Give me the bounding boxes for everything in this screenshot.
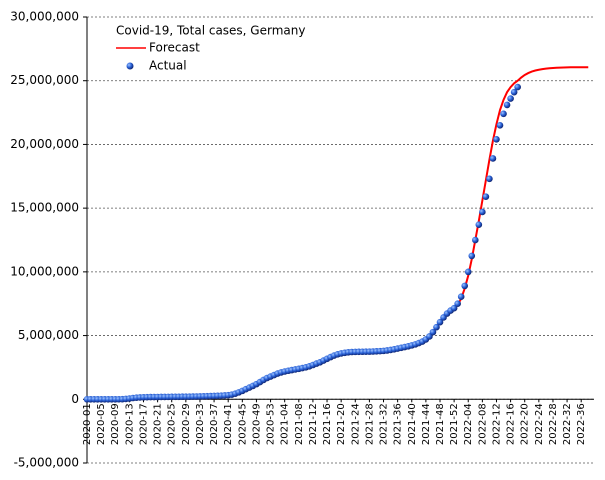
actual-point — [457, 293, 465, 301]
legend-title: Covid-19, Total cases, Germany — [116, 24, 305, 38]
x-tick-label: 2021-16 — [322, 403, 333, 445]
x-tick-label: 2022-04 — [463, 403, 474, 445]
actual-point — [507, 95, 514, 102]
x-tick-label: 2022-32 — [562, 403, 573, 445]
x-tick-label: 2022-20 — [520, 403, 531, 445]
legend-label: Forecast — [149, 41, 200, 55]
y-tick-label: 15,000,000 — [10, 201, 79, 215]
x-tick-label: 2022-28 — [548, 403, 559, 445]
x-tick-label: 2022-36 — [576, 403, 587, 445]
x-tick-label: 2020-41 — [223, 403, 234, 445]
x-tick-label: 2020-29 — [181, 403, 192, 445]
x-tick-label: 2020-13 — [124, 403, 135, 445]
x-tick-label: 2021-32 — [379, 403, 390, 445]
actual-point — [503, 101, 511, 109]
actual-point — [433, 323, 440, 331]
plot — [83, 66, 589, 403]
y-tick-label: 20,000,000 — [10, 137, 79, 151]
actual-point — [482, 193, 490, 200]
actual-point — [464, 268, 472, 276]
x-tick-label: 2021-12 — [308, 403, 319, 445]
y-tick-label: 0 — [71, 392, 79, 406]
x-tick-label: 2021-24 — [350, 403, 361, 445]
x-tick-label: 2021-08 — [294, 403, 305, 445]
grid: -5,000,000 0 5,000,000 10,000,000 15,000,000… — [10, 10, 594, 470]
x-tick-label: 2020-45 — [237, 403, 248, 445]
y-tick-label: 5,000,000 — [18, 328, 79, 342]
actual-point — [514, 83, 521, 91]
x-tick-label: 2020-33 — [195, 403, 206, 445]
x-tick-label: 2020-49 — [251, 403, 262, 445]
x-tick-label: 2020-01 — [82, 403, 93, 445]
y-tick-label: 10,000,000 — [10, 264, 79, 278]
y-tick-label: 30,000,000 — [10, 10, 79, 24]
x-tick-label: 2021-44 — [421, 403, 432, 445]
actual-point — [475, 221, 483, 229]
actual-point — [429, 328, 437, 336]
actual-point — [461, 282, 469, 290]
x-tick-label: 2020-53 — [266, 403, 277, 445]
legend-marker — [126, 62, 134, 70]
x-tick-label: 2020-17 — [138, 403, 149, 445]
x-tick-label: 2020-21 — [153, 403, 164, 445]
x-tick-label: 2021-52 — [449, 403, 460, 445]
actual-point — [493, 136, 500, 143]
actual-point — [496, 122, 504, 129]
actual-point — [486, 175, 493, 183]
x-tick-label: 2020-09 — [110, 403, 121, 445]
actual-point — [454, 300, 461, 308]
x-tick-label: 2020-25 — [167, 403, 178, 445]
x-tick-label: 2021-20 — [336, 403, 347, 445]
legend-label: Actual — [149, 59, 187, 73]
x-tick-label: 2021-36 — [393, 403, 404, 445]
x-tick-label: 2022-12 — [491, 403, 502, 445]
x-tick-label: 2022-08 — [477, 403, 488, 445]
x-tick-label: 2020-05 — [96, 403, 107, 445]
x-tick-label: 2020-37 — [209, 403, 220, 445]
x-tick-label: 2022-24 — [534, 403, 545, 445]
actual-point — [472, 236, 479, 244]
forecast-line — [87, 66, 589, 401]
actual-point — [510, 88, 518, 96]
y-tick-label: 25,000,000 — [10, 73, 79, 87]
actual-point — [479, 208, 486, 216]
actual-point — [468, 252, 476, 260]
legend: Covid-19, Total cases, Germany Forecast A… — [116, 24, 305, 73]
actual-point — [500, 110, 507, 118]
x-tick-label: 2021-04 — [280, 403, 291, 445]
x-tick-label: 2021-48 — [435, 403, 446, 445]
x-tick-label: 2022-16 — [506, 403, 517, 445]
actual-point — [489, 155, 497, 162]
x-tick-label: 2021-40 — [407, 403, 418, 445]
x-tick-label: 2021-28 — [364, 403, 375, 445]
actual-point — [436, 318, 444, 326]
actual-point — [450, 304, 458, 312]
y-tick-label: -5,000,000 — [14, 456, 79, 470]
